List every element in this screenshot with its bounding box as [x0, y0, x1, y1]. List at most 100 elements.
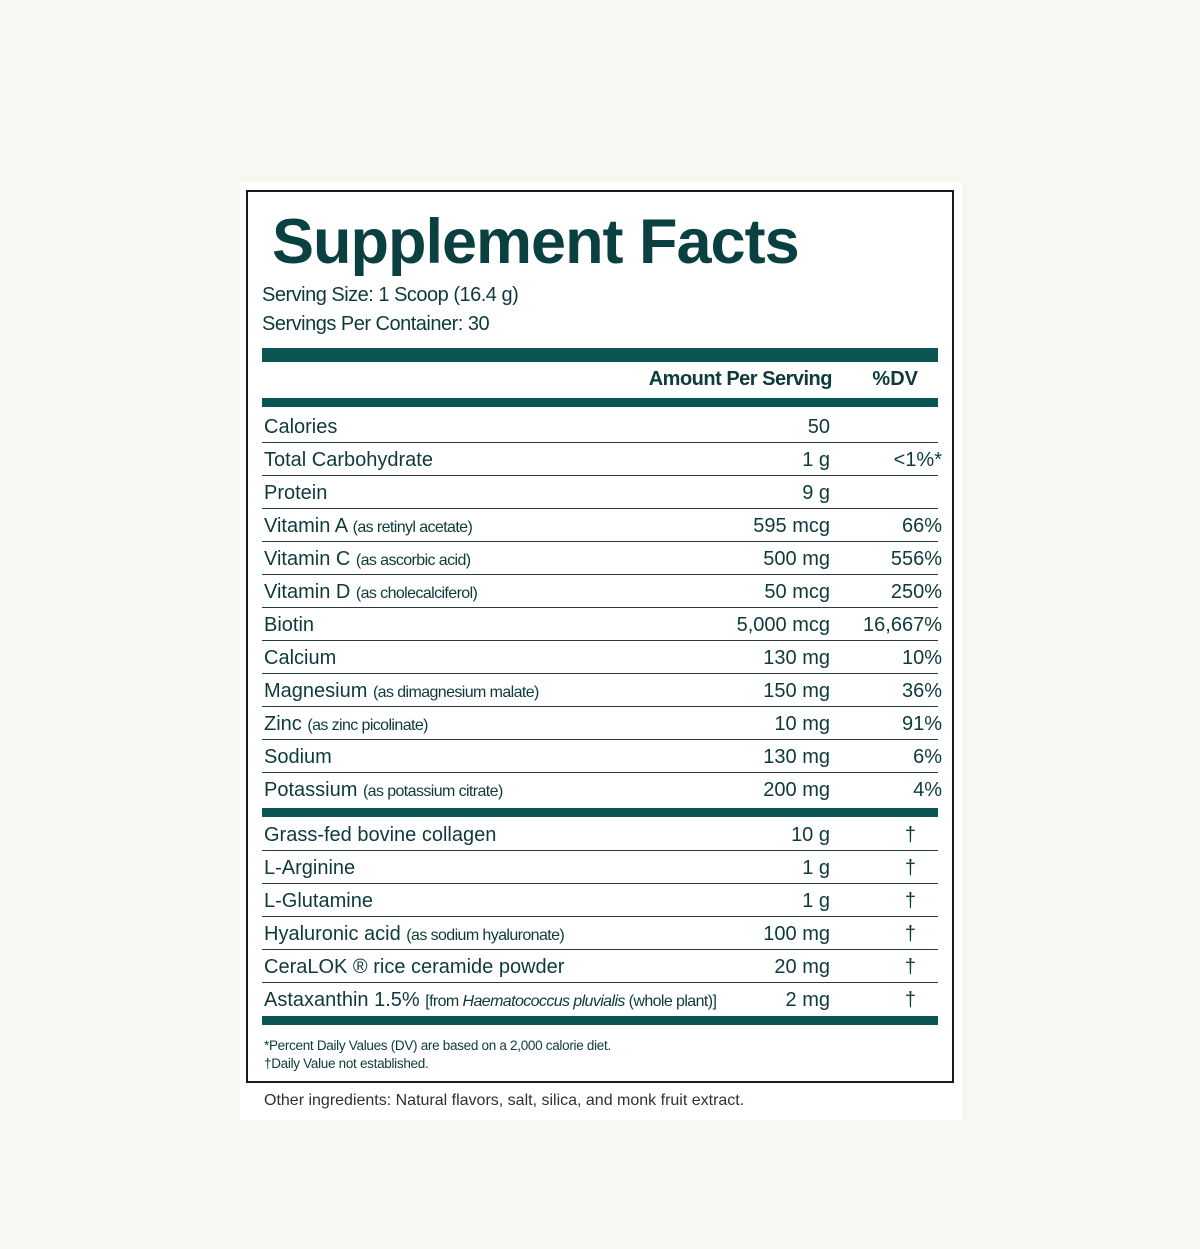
row-amount: 10 g [791, 824, 830, 846]
row-dv: 6% [913, 746, 942, 768]
row-name: Calcium [264, 647, 336, 670]
supplement-panel: Supplement Facts Serving Size: 1 Scoop (… [240, 182, 962, 1120]
row-dv: † [904, 956, 916, 978]
row-amount: 150 mg [763, 680, 830, 702]
table-row: CeraLOK ® rice ceramide powder 20 mg † [262, 950, 938, 983]
supplement-facts-label: Supplement Facts Serving Size: 1 Scoop (… [246, 190, 954, 1083]
row-dv: 10% [901, 647, 942, 669]
row-note: (as ascorbic acid) [355, 552, 471, 569]
divider-bar [262, 348, 938, 362]
row-dv: 36% [901, 680, 942, 702]
row-label: Astaxanthin 1.5% [264, 989, 420, 1011]
table-row: Grass-fed bovine collagen 10 g † [262, 818, 938, 851]
row-name: Biotin [264, 614, 314, 637]
row-amount: 1 g [802, 857, 830, 879]
row-dv: † [904, 989, 916, 1011]
row-name: Astaxanthin 1.5% [from Haematococcus plu… [264, 989, 717, 1012]
row-name: Vitamin D (as cholecalciferol) [264, 581, 478, 604]
row-label: Biotin [264, 614, 315, 636]
table-row: Total Carbohydrate 1 g <1%* [262, 443, 942, 476]
row-name: Zinc (as zinc picolinate) [264, 713, 428, 736]
row-name: L-Arginine [264, 857, 355, 880]
row-label: Hyaluronic acid [264, 923, 401, 945]
table-row: Calories 50 [262, 410, 938, 443]
row-amount: 200 mg [763, 779, 830, 801]
row-dv: † [904, 824, 916, 846]
footnote-dagger: †Daily Value not established. [264, 1056, 429, 1071]
row-amount: 1 g [802, 890, 830, 912]
row-note: (as zinc picolinate) [307, 717, 428, 734]
table-row: Magnesium (as dimagnesium malate) 150 mg 3… [262, 674, 942, 707]
row-label: Vitamin C [264, 548, 351, 570]
row-dv: † [904, 923, 916, 945]
table-row: Potassium (as potassium citrate) 200 mg 4% [262, 773, 942, 805]
divider-bar [262, 808, 938, 817]
row-dv: <1%* [893, 449, 942, 471]
table-row: Sodium 130 mg 6% [262, 740, 942, 773]
row-amount: 20 mg [774, 956, 830, 978]
row-label: Potassium [264, 779, 358, 801]
row-label: Calcium [264, 647, 337, 669]
row-dv: † [904, 857, 916, 879]
row-name: L-Glutamine [264, 890, 373, 913]
row-label: Grass-fed bovine collagen [264, 824, 497, 846]
row-dv: 16,667% [863, 614, 942, 636]
row-amount: 9 g [802, 482, 830, 504]
row-name: Calories [264, 416, 337, 439]
row-label: L-Arginine [264, 857, 356, 879]
row-label: Magnesium [264, 680, 368, 702]
row-note: (as dimagnesium malate) [372, 684, 539, 701]
column-header: Amount Per Serving %DV [262, 364, 938, 394]
table-row: Protein 9 g [262, 476, 938, 509]
row-name: Protein [264, 482, 327, 505]
row-name: Total Carbohydrate [264, 449, 433, 472]
table-row: Vitamin C (as ascorbic acid) 500 mg 556% [262, 542, 942, 575]
divider-bar [262, 398, 938, 407]
row-amount: 10 mg [774, 713, 830, 735]
divider-bar [262, 1016, 938, 1025]
table-row: Calcium 130 mg 10% [262, 641, 942, 674]
table-row: L-Glutamine 1 g † [262, 884, 938, 917]
row-amount: 500 mg [763, 548, 830, 570]
row-note: (as sodium hyaluronate) [406, 927, 565, 944]
row-note: [from Haematococcus pluvialis (whole pla… [425, 993, 717, 1010]
row-name: Sodium [264, 746, 332, 769]
row-amount: 50 mcg [764, 581, 830, 603]
row-dv: 66% [901, 515, 942, 537]
table-row: Hyaluronic acid (as sodium hyaluronate) 1… [262, 917, 938, 950]
nutrient-table: Calories 50 Total Carbohydrate 1 g <1%* Prote… [262, 410, 942, 805]
row-dv: 4% [913, 779, 942, 801]
row-name: CeraLOK ® rice ceramide powder [264, 956, 564, 979]
row-amount: 100 mg [763, 923, 830, 945]
amount-header: Amount Per Serving [648, 368, 833, 390]
table-row: Biotin 5,000 mcg 16,667% [262, 608, 942, 641]
row-label: Protein [264, 482, 328, 504]
row-amount: 2 mg [785, 989, 830, 1011]
row-dv: 91% [901, 713, 942, 735]
footnote-dv: *Percent Daily Values (DV) are based on … [264, 1038, 611, 1053]
row-amount: 130 mg [763, 647, 830, 669]
table-row: Astaxanthin 1.5% [from Haematococcus plu… [262, 983, 938, 1015]
table-row: L-Arginine 1 g † [262, 851, 938, 884]
row-name: Potassium (as potassium citrate) [264, 779, 503, 802]
row-amount: 5,000 mcg [736, 614, 830, 636]
row-dv: 250% [890, 581, 942, 603]
row-note: (as cholecalciferol) [355, 585, 478, 602]
row-label: Total Carbohydrate [264, 449, 433, 471]
row-amount: 50 [807, 416, 830, 438]
row-name: Vitamin A (as retinyl acetate) [264, 515, 473, 538]
row-label: Vitamin D [264, 581, 351, 603]
row-name: Vitamin C (as ascorbic acid) [264, 548, 471, 571]
row-name: Magnesium (as dimagnesium malate) [264, 680, 539, 703]
row-label: Zinc [264, 713, 302, 735]
row-dv: † [904, 890, 916, 912]
table-row: Vitamin A (as retinyl acetate) 595 mcg 66% [262, 509, 942, 542]
other-ingredients: Other ingredients: Natural flavors, salt… [264, 1092, 745, 1109]
row-label: Sodium [264, 746, 332, 768]
row-amount: 595 mcg [753, 515, 830, 537]
ingredient-table: Grass-fed bovine collagen 10 g † L-Arginine… [262, 818, 938, 1015]
servings-per-container: Servings Per Container: 30 [262, 313, 490, 335]
row-label: CeraLOK ® rice ceramide powder [264, 956, 565, 978]
row-amount: 130 mg [763, 746, 830, 768]
row-name: Hyaluronic acid (as sodium hyaluronate) [264, 923, 565, 946]
